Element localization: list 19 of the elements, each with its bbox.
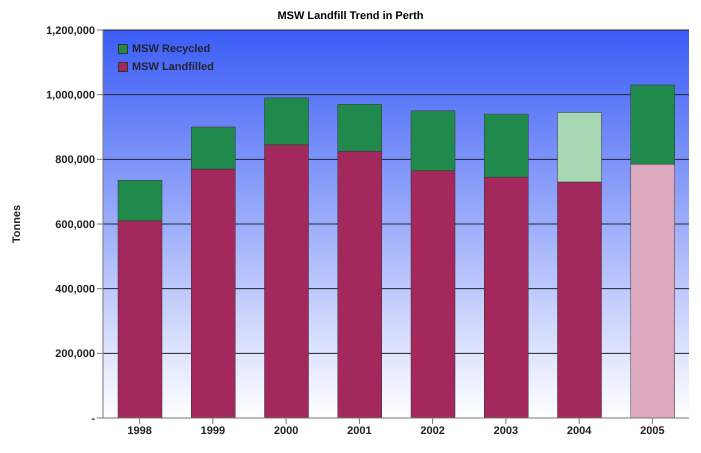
legend-label: MSW Recycled (132, 43, 210, 55)
x-tick-label: 2003 (494, 424, 518, 437)
y-tick-label: 600,000 (55, 218, 95, 231)
y-tick-label: - (91, 412, 96, 425)
y-tick-label: 200,000 (55, 348, 95, 360)
y-tick-label: 800,000 (55, 154, 95, 166)
x-tick-label: 2002 (420, 424, 445, 437)
y-axis-title: Tonnes (10, 204, 23, 244)
x-tick-label: 1998 (127, 424, 152, 437)
y-tick-label: 1,000,000 (46, 90, 95, 102)
chart-title: MSW Landfill Trend in Perth (276, 10, 425, 22)
x-tick-label: 2000 (274, 424, 298, 437)
legend-label: MSW Landfilled (132, 61, 214, 73)
x-tick-label: 2005 (640, 424, 665, 437)
x-tick-label: 2001 (347, 424, 372, 437)
y-tick-label: 1,200,000 (46, 24, 95, 37)
y-tick-label: 400,000 (55, 284, 95, 296)
x-tick-label: 1999 (200, 424, 226, 437)
x-tick-label: 2004 (566, 424, 592, 437)
